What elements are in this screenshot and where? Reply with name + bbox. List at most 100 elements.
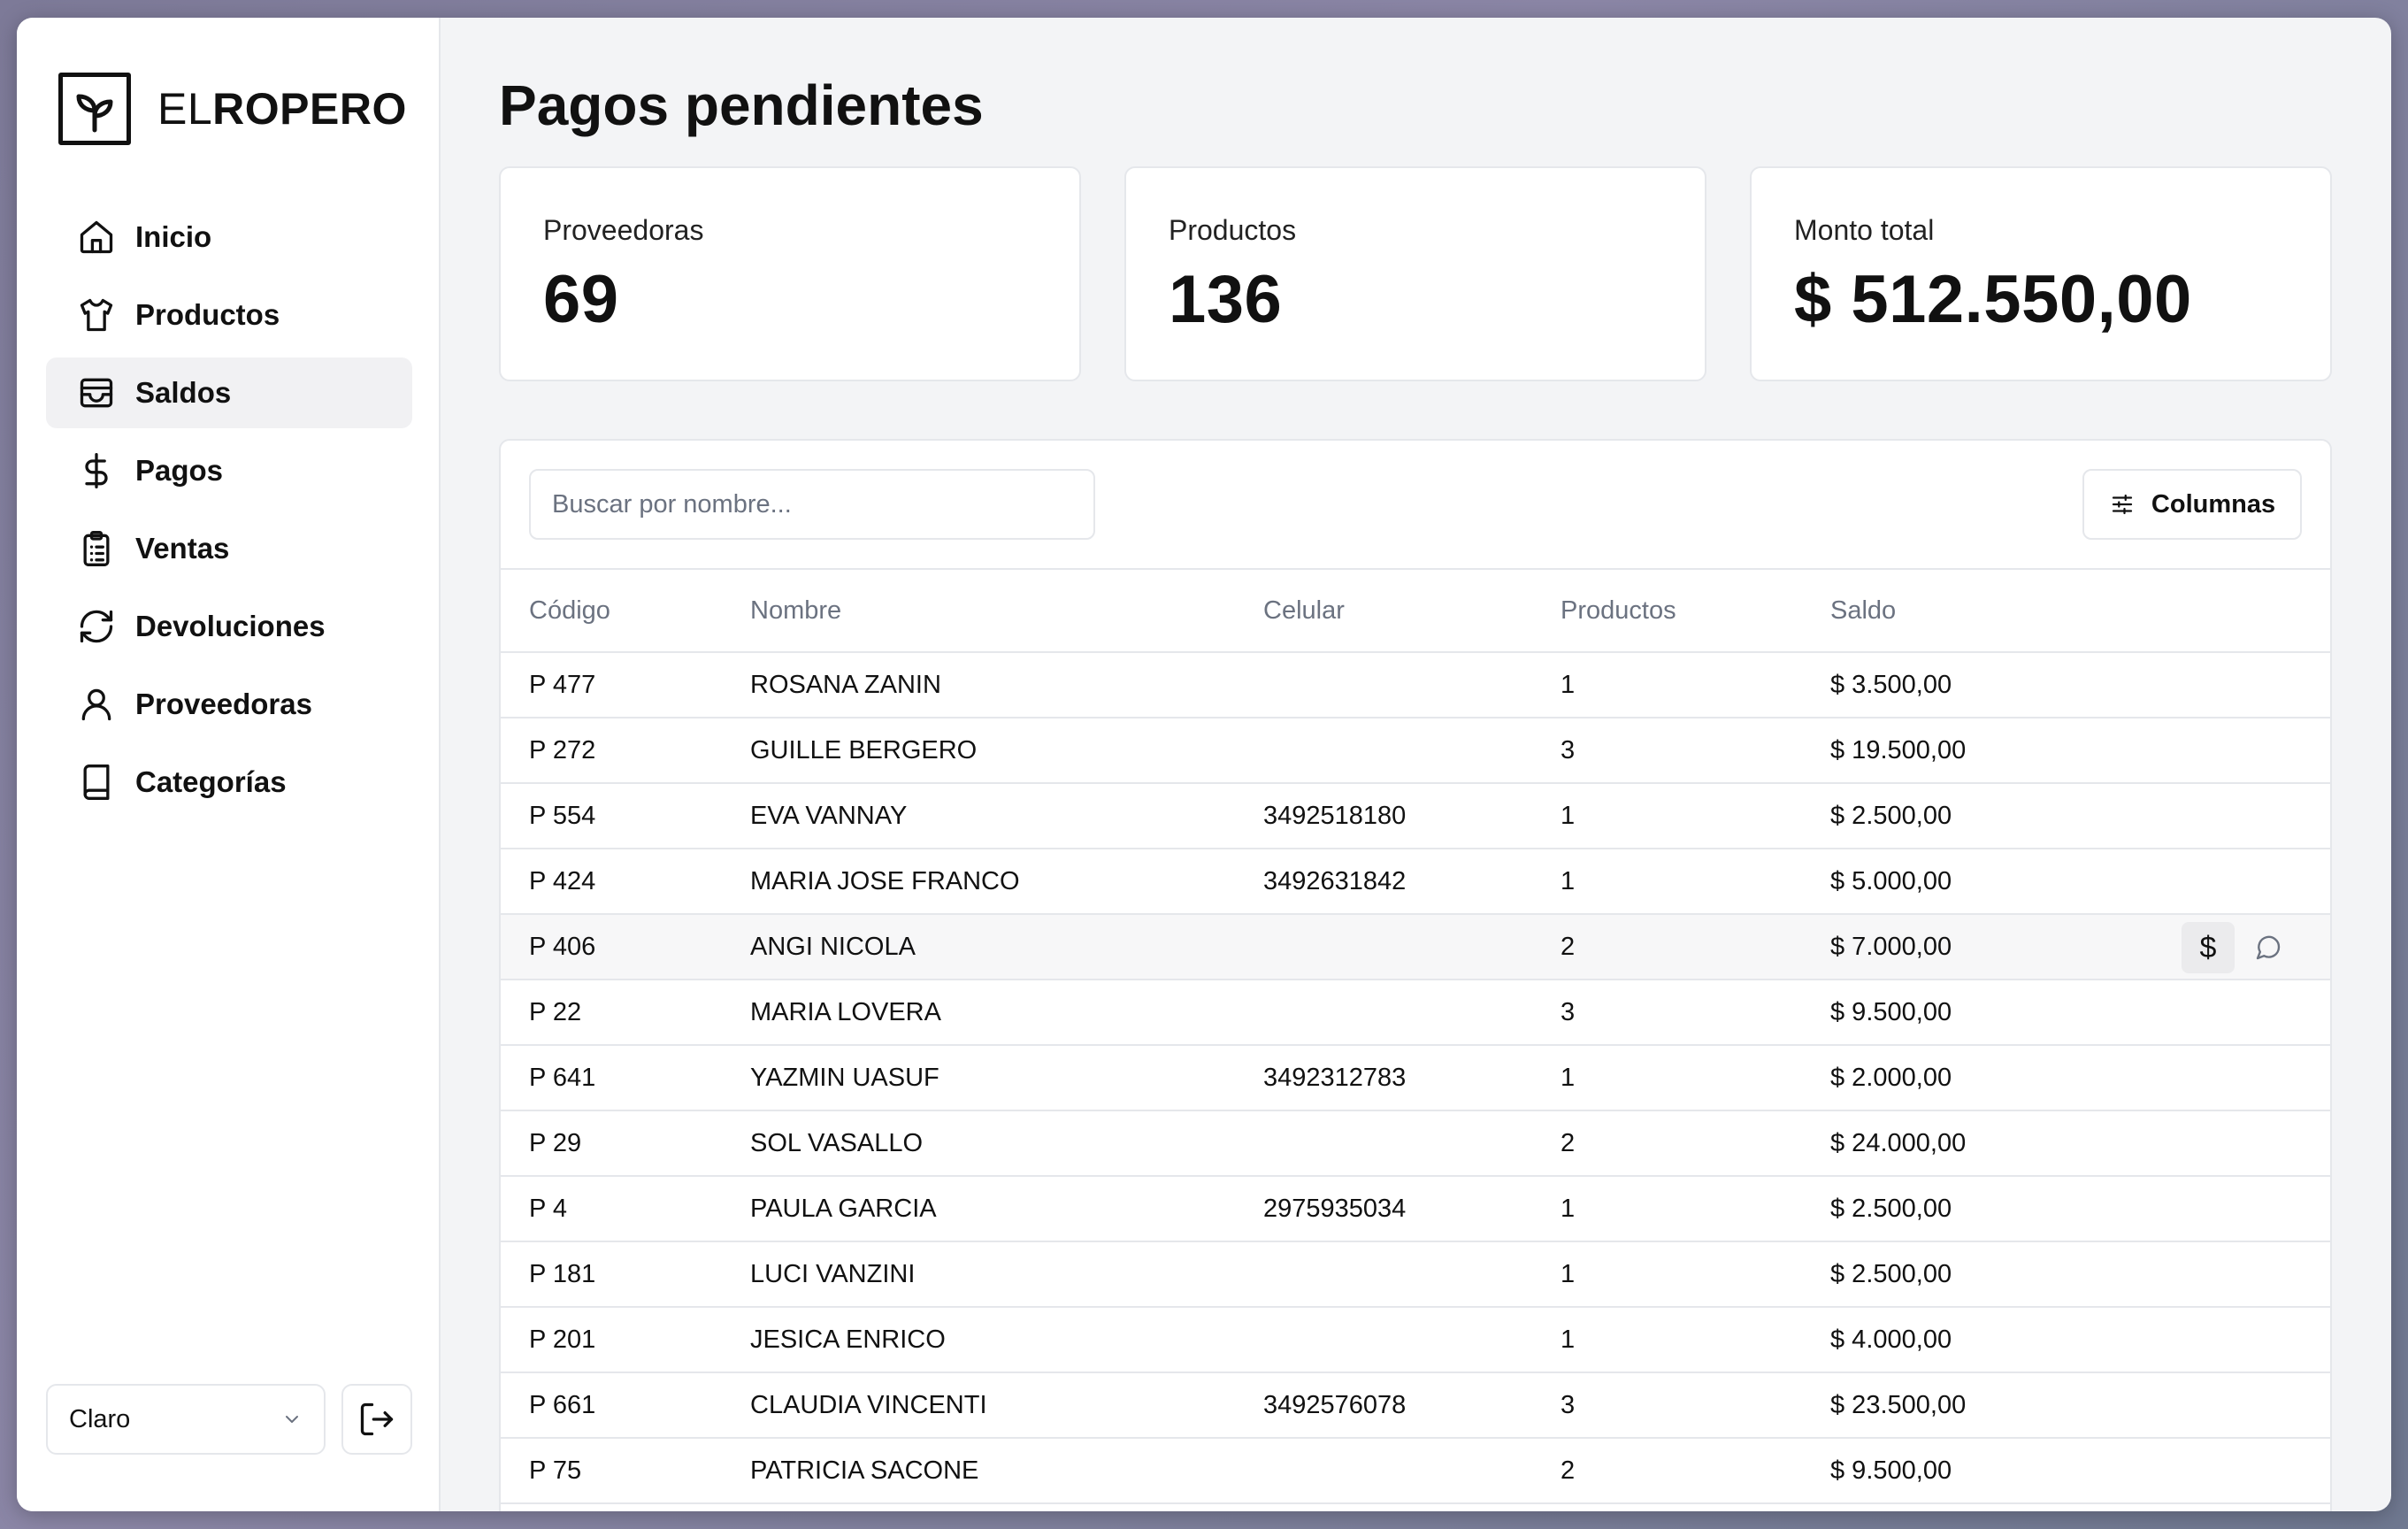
logout-icon <box>360 1402 394 1436</box>
cell-codigo: P 661 <box>529 1391 596 1419</box>
cell-productos: 3 <box>1561 1391 1576 1419</box>
cell-celular: 2975935034 <box>1263 1195 1407 1223</box>
sprout-logo-icon <box>58 73 131 145</box>
table-row[interactable]: P 641 YAZMIN UASUF 3492312783 1 $ 2.000,00 <box>501 1046 2330 1111</box>
dollar-icon <box>85 453 108 488</box>
sidebar-nav: Inicio Productos Saldos Pagos Ventas Dev… <box>46 202 412 825</box>
table-row[interactable]: P 272 GUILLE BERGERO 3 $ 19.500,00 <box>501 718 2330 784</box>
cell-nombre: ANGI NICOLA <box>750 933 916 961</box>
cell-productos: 3 <box>1561 998 1576 1026</box>
sidebar-item-pagos[interactable]: Pagos <box>46 435 412 506</box>
sidebar-item-label: Devoluciones <box>135 610 326 642</box>
cell-codigo: P 201 <box>529 1325 596 1354</box>
sidebar-item-ventas[interactable]: Ventas <box>46 513 412 584</box>
sidebar-item-label: Pagos <box>135 454 224 487</box>
logout-button[interactable] <box>341 1384 412 1455</box>
cell-productos: 3 <box>1561 736 1576 764</box>
cell-celular: 3492518180 <box>1263 802 1407 830</box>
table-header: Código Nombre Celular Productos Saldo <box>501 568 2330 653</box>
table-row[interactable]: P 22 MARIA LOVERA 3 $ 9.500,00 <box>501 980 2330 1046</box>
sidebar-item-label: Ventas <box>135 532 230 565</box>
cell-nombre: JESICA ENRICO <box>750 1325 946 1354</box>
cell-codigo: P 641 <box>529 1064 596 1092</box>
cell-productos: 2 <box>1561 1129 1576 1157</box>
cell-codigo: P 75 <box>529 1456 582 1485</box>
cell-codigo: P 272 <box>529 736 596 764</box>
cell-nombre: MARIA LOVERA <box>750 998 941 1026</box>
cell-productos: 1 <box>1561 1260 1576 1288</box>
row-actions: $ <box>2182 922 2295 973</box>
pay-button[interactable]: $ <box>2182 922 2235 973</box>
wallet-icon <box>80 378 113 408</box>
cell-saldo: $ 23.500,00 <box>1830 1391 1967 1419</box>
stat-label: Monto total <box>1794 214 1935 246</box>
cell-codigo: P 181 <box>529 1260 596 1288</box>
refresh-icon <box>80 610 113 643</box>
table-row[interactable]: P 29 SOL VASALLO 2 $ 24.000,00 <box>501 1111 2330 1177</box>
table-row[interactable]: P 201 JESICA ENRICO 1 $ 4.000,00 <box>501 1308 2330 1373</box>
sidebar-item-label: Proveedoras <box>135 688 312 720</box>
theme-select-value: Claro <box>69 1404 131 1433</box>
search-input[interactable] <box>529 469 1095 540</box>
sidebar: ELROPERO Inicio Productos Saldos Pagos V… <box>17 18 441 1511</box>
cell-codigo: P 424 <box>529 867 596 895</box>
table-row[interactable]: P 424 MARIA JOSE FRANCO 3492631842 1 $ 5.000… <box>501 849 2330 915</box>
sliders-icon <box>2112 494 2133 515</box>
column-header-codigo[interactable]: Código <box>529 596 610 625</box>
table-row[interactable]: P 661 CLAUDIA VINCENTI 3492576078 3 $ 23.500… <box>501 1373 2330 1439</box>
message-button[interactable] <box>2242 922 2295 973</box>
columns-button[interactable]: Columnas <box>2082 469 2302 540</box>
cell-saldo: $ 2.500,00 <box>1830 1195 1952 1223</box>
cell-codigo: P 477 <box>529 671 596 699</box>
home-icon <box>80 220 113 254</box>
cell-productos: 2 <box>1561 933 1576 961</box>
sidebar-item-label: Saldos <box>135 376 232 409</box>
cell-productos: 1 <box>1561 802 1576 830</box>
column-header-saldo[interactable]: Saldo <box>1830 596 1897 625</box>
sidebar-item-productos[interactable]: Productos <box>46 280 412 350</box>
theme-select[interactable]: Claro <box>46 1384 326 1455</box>
column-header-productos[interactable]: Productos <box>1561 596 1676 625</box>
cell-codigo: P 554 <box>529 802 596 830</box>
cell-nombre: ROSANA ZANIN <box>750 671 941 699</box>
cell-nombre: EVA VANNAY <box>750 802 908 830</box>
table-row[interactable]: P 181 LUCI VANZINI 1 $ 2.500,00 <box>501 1242 2330 1308</box>
cell-saldo: $ 2.000,00 <box>1830 1064 1952 1092</box>
message-circle-icon <box>2256 935 2281 960</box>
sidebar-item-label: Categorías <box>135 765 287 798</box>
cell-nombre: PATRICIA SACONE <box>750 1456 979 1485</box>
sidebar-item-saldos[interactable]: Saldos <box>46 357 412 428</box>
sidebar-item-proveedoras[interactable]: Proveedoras <box>46 669 412 740</box>
cell-nombre: GUILLE BERGERO <box>750 736 978 764</box>
page-title: Pagos pendientes <box>499 73 984 137</box>
sidebar-item-categorias[interactable]: Categorías <box>46 747 412 818</box>
cell-nombre: CLAUDIA VINCENTI <box>750 1391 987 1419</box>
brand-name: ELROPERO <box>157 84 407 134</box>
cell-saldo: $ 3.500,00 <box>1830 671 1952 699</box>
table-row[interactable]: P 4 PAULA GARCIA 2975935034 1 $ 2.500,00 <box>501 1177 2330 1242</box>
cell-saldo: $ 7.000,00 <box>1830 933 1952 961</box>
brand-logo[interactable]: ELROPERO <box>58 73 407 145</box>
table-row[interactable]: P 554 EVA VANNAY 3492518180 1 $ 2.500,00 <box>501 784 2330 849</box>
payments-table-card: Columnas Código Nombre Celular Productos… <box>499 439 2332 1511</box>
stat-card-proveedoras: Proveedoras 69 <box>499 166 1081 381</box>
sidebar-item-inicio[interactable]: Inicio <box>46 202 412 273</box>
cell-productos: 1 <box>1561 867 1576 895</box>
cell-celular: 3492576078 <box>1263 1391 1407 1419</box>
cell-nombre: PAULA GARCIA <box>750 1195 937 1223</box>
cell-nombre: SOL VASALLO <box>750 1129 924 1157</box>
column-header-celular[interactable]: Celular <box>1263 596 1345 625</box>
table-row[interactable]: P 406 ANGI NICOLA 2 $ 7.000,00 $ <box>501 915 2330 980</box>
cell-codigo: P 406 <box>529 933 596 961</box>
shirt-icon <box>80 298 113 332</box>
column-header-nombre[interactable]: Nombre <box>750 596 842 625</box>
table-row[interactable]: P 75 PATRICIA SACONE 2 $ 9.500,00 <box>501 1439 2330 1504</box>
book-icon <box>83 764 110 800</box>
user-icon <box>81 688 111 721</box>
table-row[interactable]: P 477 ROSANA ZANIN 1 $ 3.500,00 <box>501 653 2330 718</box>
sidebar-item-devoluciones[interactable]: Devoluciones <box>46 591 412 662</box>
app-window: ELROPERO Inicio Productos Saldos Pagos V… <box>17 18 2391 1511</box>
cell-codigo: P 29 <box>529 1129 582 1157</box>
sidebar-item-label: Productos <box>135 298 280 331</box>
stat-value: 69 <box>543 262 619 337</box>
